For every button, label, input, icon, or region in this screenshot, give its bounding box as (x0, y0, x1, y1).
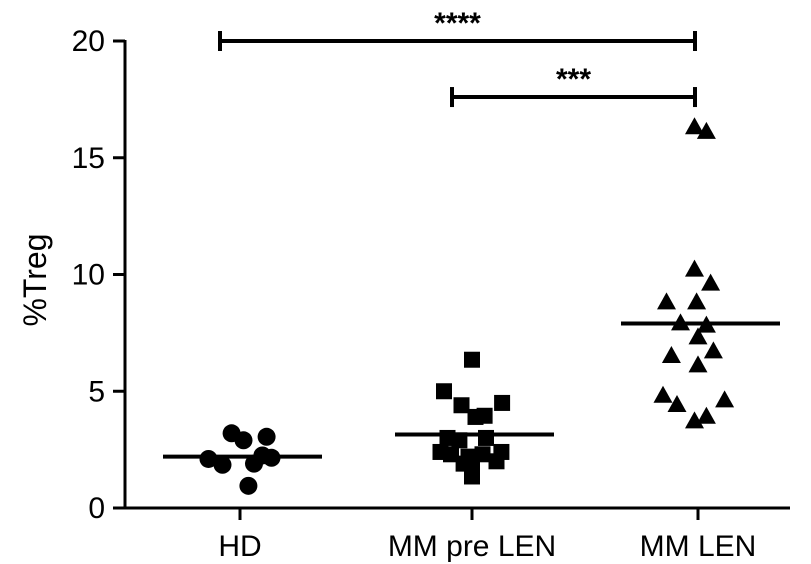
data-point-circle (234, 431, 253, 450)
data-point-triangle (701, 273, 721, 291)
significance-brackets: ******* (218, 7, 697, 108)
data-point-triangle (685, 117, 704, 135)
data-point-square (476, 407, 493, 424)
data-point-triangle (696, 121, 716, 139)
data-point-triangle (685, 411, 704, 429)
data-point-square (494, 394, 511, 411)
data-point-square (464, 468, 480, 485)
x-tick-label: HD (218, 530, 261, 563)
data-point-triangle (688, 355, 708, 373)
data-point-square (464, 351, 480, 368)
data-point-triangle (703, 341, 723, 359)
data-point-square (453, 397, 470, 414)
data-point-circle (199, 449, 218, 468)
significance-label: **** (434, 7, 481, 40)
y-axis-label: %Treg (17, 233, 53, 326)
mean-lines (163, 321, 780, 459)
y-tick-label: 15 (72, 142, 105, 175)
data-point-triangle (657, 292, 676, 310)
data-point-triangle (715, 390, 735, 408)
data-point-triangle (661, 346, 681, 364)
y-tick-label: 0 (88, 492, 105, 525)
y-tick-label: 10 (72, 259, 105, 292)
data-point-circle (239, 476, 258, 495)
data-point-triangle (685, 259, 704, 277)
data-point-triangle (653, 385, 673, 403)
data-point-square (493, 443, 510, 460)
data-point-circle (257, 427, 276, 446)
data-point-triangle (687, 292, 707, 310)
axes: 0 5 10 15 20 HD MM pre LEN MM LEN (72, 25, 790, 563)
x-tick-label: MM LEN (640, 530, 757, 563)
y-tick-label: 5 (88, 375, 105, 408)
data-marks (199, 117, 735, 495)
x-tick-label: MM pre LEN (388, 530, 556, 563)
data-point-triangle (696, 406, 716, 424)
data-point-square (478, 429, 494, 446)
data-point-square (455, 455, 472, 472)
data-point-square (474, 446, 491, 463)
significance-label: *** (556, 63, 591, 96)
data-point-square (443, 446, 459, 463)
data-point-square (436, 383, 452, 400)
data-point-triangle (688, 327, 708, 345)
data-point-circle (213, 455, 232, 474)
y-tick-label: 20 (72, 25, 105, 58)
data-point-triangle (667, 395, 687, 413)
